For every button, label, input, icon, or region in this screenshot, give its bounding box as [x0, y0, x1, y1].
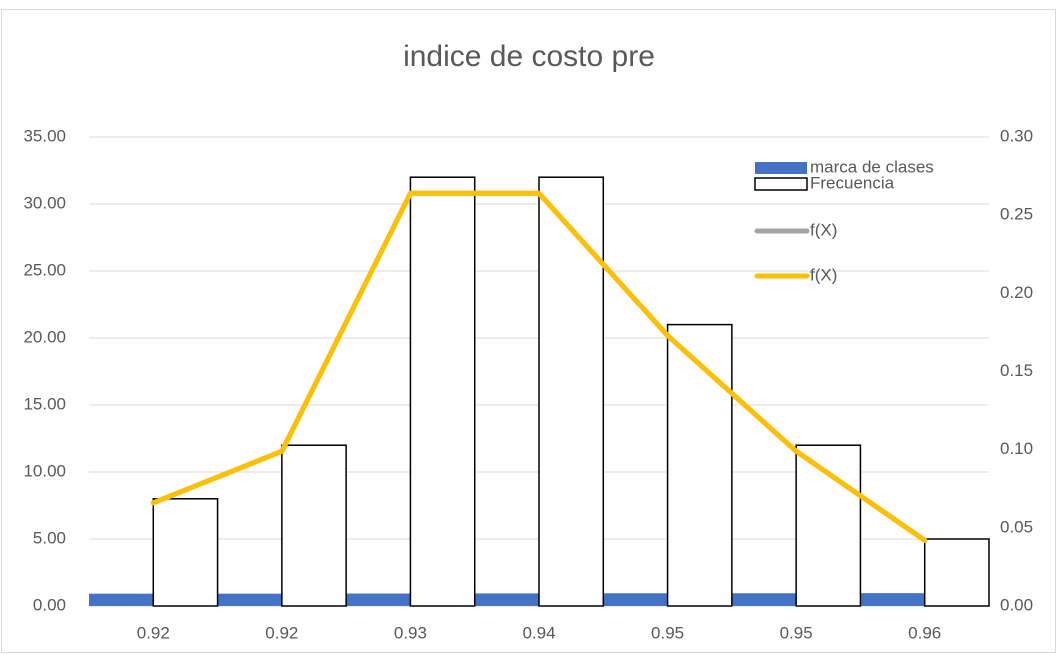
legend-label: f(X): [810, 265, 837, 284]
bar: [346, 593, 411, 606]
legend-label: f(X): [810, 220, 837, 239]
x-tick-label: 0.94: [522, 623, 555, 642]
y2-tick-label: 0.25: [1000, 205, 1033, 224]
bar: [603, 593, 668, 606]
bar: [731, 593, 797, 606]
y-tick-label: 10.00: [23, 461, 66, 480]
y-tick-label: 20.00: [23, 327, 66, 346]
bar: [860, 593, 925, 606]
x-tick-label: 0.96: [908, 623, 941, 642]
y-tick-label: 0.00: [33, 595, 66, 614]
x-tick-label: 0.92: [137, 623, 170, 642]
y2-tick-label: 0.00: [1000, 595, 1033, 614]
y2-tick-label: 0.20: [1000, 283, 1033, 302]
legend-label: Frecuencia: [810, 173, 895, 192]
legend-label: marca de clases: [810, 157, 934, 176]
y2-tick-label: 0.30: [1000, 126, 1033, 145]
bar: [409, 176, 476, 607]
line: [150, 190, 928, 543]
y-tick-label: 25.00: [23, 260, 66, 279]
x-tick-label: 0.92: [265, 623, 298, 642]
y2-tick-label: 0.15: [1000, 361, 1033, 380]
x-tick-label: 0.95: [780, 623, 813, 642]
bar: [474, 593, 539, 606]
x-tick-label: 0.93: [394, 623, 427, 642]
bar: [281, 444, 347, 607]
bar: [152, 498, 219, 607]
x-tick-label: 0.95: [651, 623, 684, 642]
y2-tick-label: 0.05: [1000, 517, 1033, 536]
y-tick-label: 5.00: [33, 528, 66, 547]
y-tick-label: 30.00: [23, 193, 66, 212]
legend-swatch: [755, 162, 807, 174]
chart-title: indice de costo pre: [403, 40, 655, 73]
y-tick-label: 35.00: [23, 126, 66, 145]
bar: [217, 593, 282, 606]
bar: [666, 323, 733, 607]
bar: [923, 538, 990, 607]
legend-swatch: [754, 177, 808, 191]
y-tick-label: 15.00: [23, 394, 66, 413]
y2-tick-label: 0.10: [1000, 439, 1033, 458]
bar: [795, 444, 862, 607]
bar: [538, 176, 605, 607]
bar: [89, 593, 154, 606]
